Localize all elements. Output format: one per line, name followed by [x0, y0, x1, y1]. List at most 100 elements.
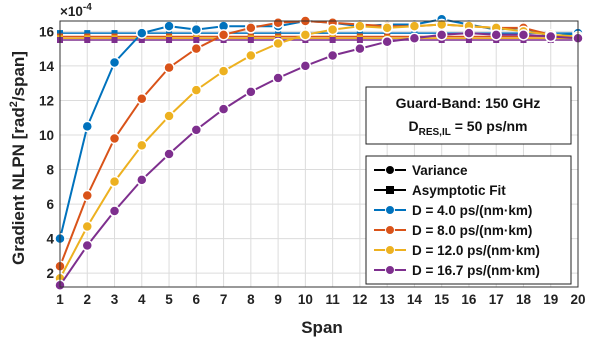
variance-marker	[217, 103, 230, 115]
y-tick-labels: 2 4 6 8 10 12 14 16	[39, 24, 55, 281]
legend-marker	[385, 225, 395, 235]
variance-marker	[517, 29, 530, 41]
x-tick-label: 9	[274, 292, 282, 307]
plot-frame	[59, 20, 579, 288]
variance-marker	[354, 42, 366, 55]
variance-marker	[245, 86, 257, 98]
variance-marker	[163, 61, 175, 74]
fit-marker	[111, 37, 118, 43]
variance-marker	[136, 27, 148, 39]
variance-marker	[108, 175, 121, 188]
fit-marker	[356, 37, 363, 43]
fit-marker	[166, 30, 173, 37]
x-tick-label: 14	[407, 292, 423, 307]
annotation-line2: DRES,IL = 50 ps/nm	[408, 118, 527, 138]
x-tick-label: 13	[380, 292, 396, 307]
fit-marker	[138, 37, 145, 43]
variance-marker	[299, 29, 312, 41]
x-tick-label: 2	[84, 292, 92, 307]
x-tick-label: 8	[247, 292, 255, 307]
x-tick-labels: 1 2 3 4 5 6 7 8 9 10 11 12 13 14 15 16 17 18 19 20	[56, 292, 585, 307]
variance-marker	[190, 42, 203, 55]
annotation-line1: Guard-Band: 150 GHz	[396, 95, 541, 111]
variance-marker	[163, 20, 175, 32]
fit-marker	[275, 30, 282, 37]
legend-label: Asymptotic Fit	[412, 183, 506, 198]
variance-marker	[272, 72, 284, 84]
x-tick-label: 1	[56, 292, 64, 307]
legend-marker	[385, 205, 395, 215]
variance-marker	[381, 22, 393, 34]
variance-marker	[354, 20, 366, 32]
y-multiplier: ×10-4	[60, 2, 92, 19]
y-tick-label: 2	[46, 266, 54, 281]
x-axis-label: Span	[301, 318, 343, 337]
x-tick-label: 19	[543, 292, 558, 307]
annotation-box: Guard-Band: 150 GHz DRES,IL = 50 ps/nm	[365, 86, 572, 145]
x-tick-label: 6	[193, 292, 201, 307]
y-tick-label: 16	[39, 24, 55, 39]
y-tick-label: 10	[39, 128, 54, 143]
legend-marker	[385, 265, 395, 275]
y-axis-label: Gradient NLPN [rad2/span]	[8, 51, 28, 265]
variance-marker	[272, 37, 284, 50]
variance-marker	[190, 84, 203, 96]
x-tick-label: 20	[570, 292, 585, 307]
variance-marker	[381, 35, 393, 48]
legend-box	[365, 155, 572, 285]
variance-marker	[81, 120, 94, 133]
legend: Variance Asymptotic Fit D = 4.0 ps/(nm·km)…	[365, 155, 572, 285]
legend-label: Variance	[412, 163, 468, 178]
variance-marker	[190, 23, 203, 36]
variance-marker	[163, 148, 175, 160]
variance-marker	[463, 27, 475, 39]
variance-marker	[108, 132, 121, 145]
fit-marker	[166, 37, 173, 43]
variance-marker	[490, 29, 502, 41]
variance-marker	[81, 239, 94, 252]
variance-marker	[408, 20, 421, 32]
x-tick-label: 3	[111, 292, 119, 307]
y-tick-label: 8	[46, 163, 54, 178]
variance-marker	[326, 23, 339, 36]
x-tick-label: 18	[516, 292, 532, 307]
legend-marker	[386, 186, 394, 194]
variance-marker	[136, 174, 148, 186]
fit-marker	[247, 37, 254, 43]
x-tick-label: 4	[138, 292, 146, 307]
variance-marker	[81, 189, 94, 202]
variance-marker	[299, 60, 312, 72]
legend-label: D = 12.0 ps/(nm·km)	[412, 243, 540, 258]
y-tick-label: 4	[46, 232, 54, 247]
variance-marker	[245, 22, 257, 34]
fit-marker	[84, 37, 91, 43]
variance-marker	[245, 49, 257, 62]
variance-marker	[108, 205, 121, 217]
x-tick-label: 15	[434, 292, 450, 307]
fit-marker	[356, 30, 363, 37]
variance-marker	[272, 16, 284, 29]
fit-marker	[465, 37, 472, 43]
x-tick-label: 10	[298, 292, 313, 307]
variance-marker	[435, 29, 448, 41]
x-tick-label: 16	[461, 292, 477, 307]
legend-marker	[385, 165, 395, 175]
variance-marker	[326, 49, 339, 62]
fit-marker	[84, 30, 91, 37]
fit-marker	[193, 37, 200, 43]
fit-marker	[329, 37, 336, 43]
variance-marker	[163, 110, 175, 122]
legend-marker	[385, 245, 395, 255]
y-tick-label: 6	[46, 197, 54, 212]
variance-marker	[408, 32, 421, 45]
legend-label: D = 16.7 ps/(nm·km)	[412, 263, 540, 278]
variance-marker	[217, 29, 230, 41]
y-tick-label: 12	[39, 93, 54, 108]
legend-label: D = 8.0 ps/(nm·km)	[412, 223, 532, 238]
variance-marker	[136, 92, 148, 105]
legend-label: D = 4.0 ps/(nm·km)	[412, 203, 532, 218]
x-tick-label: 5	[165, 292, 173, 307]
y-tick-label: 14	[39, 59, 55, 74]
x-tick-label: 17	[489, 292, 504, 307]
